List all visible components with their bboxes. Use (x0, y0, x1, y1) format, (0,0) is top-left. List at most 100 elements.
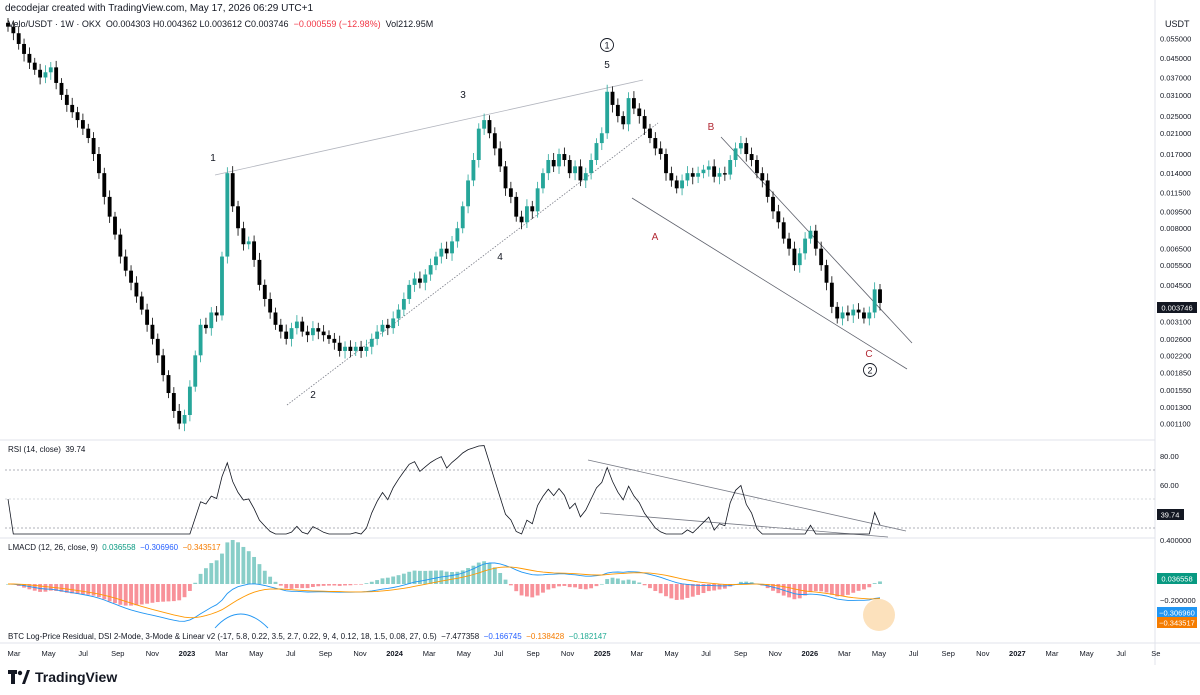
candle-body (423, 274, 428, 283)
lmacd-hist-bar (829, 584, 834, 595)
candle-body (551, 160, 556, 167)
lmacd-hist-bar (492, 567, 497, 584)
candle-body (327, 335, 331, 339)
time-tick-label: Sep (734, 649, 747, 658)
lmacd-hist-bar (97, 584, 101, 598)
price-tick-label: 0.009500 (1160, 207, 1191, 216)
candle-body (653, 138, 658, 149)
wave-lower-trendline (286, 122, 659, 406)
time-tick-label: 2027 (1009, 649, 1026, 658)
rsi-legend[interactable]: RSI (14, close) 39.74 (8, 445, 85, 454)
candle-body (637, 108, 642, 117)
price-tick-label: 0.014000 (1160, 169, 1191, 178)
candle-body (498, 148, 503, 167)
rsi-polyline (7, 445, 881, 535)
time-tick-label: Nov (769, 649, 783, 658)
wave-label-B: B (708, 122, 715, 133)
candle-body (851, 309, 856, 316)
lmacd-hist-bar (717, 584, 722, 590)
candle-body (75, 112, 80, 121)
time-tick-label: May (664, 649, 678, 658)
lmacd-legend[interactable]: LMACD (12, 26, close, 9) 0.036558 −0.306… (8, 543, 221, 552)
tradingview-footer[interactable]: TradingView (8, 669, 117, 685)
time-tick-label: May (42, 649, 56, 658)
wave-circle-1-icon (600, 38, 614, 52)
candle-body (262, 284, 267, 299)
lmacd-hist-bar (626, 579, 631, 584)
lmacd-hist-bar (401, 573, 406, 584)
lmacd-hist-bar (546, 584, 551, 590)
lmacd-hist-bar (262, 570, 267, 584)
candle-body (396, 309, 401, 319)
time-tick-label: Mar (423, 649, 436, 658)
lmacd-hist-bar (177, 584, 182, 601)
candle-body (364, 346, 369, 351)
candle-body (492, 133, 497, 149)
lmacd-hist-bar (487, 563, 492, 584)
candle-body (412, 278, 417, 285)
candle-body (808, 230, 813, 239)
lmacd-signal-value: −0.343517 (182, 543, 221, 552)
candle-body (27, 53, 32, 63)
wave-circle-label-1: 1 (604, 41, 609, 51)
candle-body (214, 312, 219, 316)
tradingview-logo-icon (8, 670, 30, 684)
time-axis[interactable]: Mar May Jul Sep Nov 2023 Mar May Jul Sep Nov 2024 Ma… (8, 649, 1161, 658)
candle-body (118, 234, 123, 257)
candle-body (225, 173, 230, 257)
lmacd-hist-bar (294, 584, 299, 589)
lmacd-hist-bar (166, 584, 171, 602)
lmacd-hist-bar (230, 539, 235, 584)
wave-circle-label-2: 2 (867, 366, 872, 376)
lmacd-hist-bar (664, 584, 668, 597)
lmacd-hist-bar (594, 584, 599, 587)
lmacd-hist-bar (246, 551, 251, 584)
price-chart[interactable]: 1 2 3 4 5 1 2 B A C 0.055000 0.045000 0.03… (0, 0, 1200, 665)
lmacd-hist-bar (75, 584, 80, 594)
lmacd-signal-tag-text: −0.343517 (1159, 619, 1195, 628)
symbol-legend[interactable]: Velo/USDT · 1W · OKX O0.004303 H0.004362… (8, 19, 433, 29)
candle-body (450, 241, 454, 254)
lmacd-hist-bar (813, 584, 818, 592)
lmacd-hist-bar (514, 584, 519, 592)
candle-body (70, 104, 75, 113)
candle-body (337, 342, 342, 351)
candle-body (59, 82, 64, 95)
candle-body (257, 259, 262, 285)
candle-body (466, 180, 470, 207)
candle-body (91, 138, 96, 155)
lmacd-panel (6, 539, 882, 622)
time-tick-label: Jul (701, 649, 711, 658)
lmacd-hist-bar (380, 578, 385, 584)
last-price-value: 0.003746 (1161, 304, 1192, 313)
candle-body (706, 166, 711, 170)
price-tick-label: 0.001100 (1160, 420, 1191, 429)
lmacd-macd-tag (1157, 607, 1197, 618)
price-tick-label: 0.045000 (1160, 54, 1191, 63)
lmacd-hist-bar (86, 584, 91, 595)
price-axis[interactable]: 0.055000 0.045000 0.037000 0.031000 0.025000… (1160, 34, 1191, 428)
lmacd-hist-bar (872, 583, 877, 584)
candle-body (594, 143, 599, 161)
candle-body (198, 324, 203, 356)
price-tick-label: 0.004500 (1160, 281, 1191, 290)
candle-body (819, 248, 824, 266)
lmacd-hist-bar (738, 581, 743, 584)
lmacd-hist-bar (589, 584, 594, 589)
lmacd-hist-bar (193, 582, 198, 584)
lmacd-hist-bar (428, 570, 433, 584)
lmacd-hist-bar (155, 584, 160, 603)
candle-body (642, 116, 647, 129)
candle-body (38, 69, 43, 78)
candle-body (369, 338, 374, 347)
candle-body (845, 312, 850, 316)
candle-body (701, 169, 706, 174)
price-tick-label: 0.003100 (1160, 318, 1191, 327)
lmacd-hist-bar (851, 584, 856, 593)
lmacd-macd-tag-text: −0.306960 (1159, 609, 1195, 618)
btc-indicator-legend[interactable]: BTC Log-Price Residual, DSI 2-Mode, 3-Mo… (8, 632, 607, 641)
time-tick-label: Mar (1046, 649, 1059, 658)
lmacd-hist-bar (284, 584, 289, 589)
candle-body (738, 143, 743, 149)
candle-body (241, 228, 246, 245)
